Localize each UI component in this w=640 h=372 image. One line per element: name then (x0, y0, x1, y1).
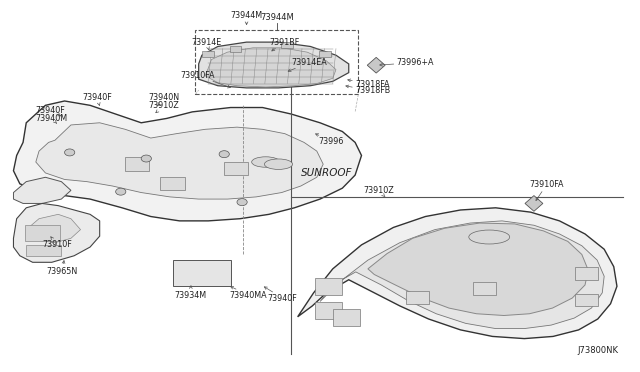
Bar (315, 302, 342, 319)
Bar (224, 162, 248, 175)
Text: 73996+A: 73996+A (380, 58, 434, 67)
Text: 7391BF: 7391BF (269, 38, 299, 51)
Bar (25, 225, 60, 241)
Text: 73940N: 73940N (149, 93, 180, 106)
Text: 73910FA: 73910FA (529, 180, 564, 201)
Text: 73996: 73996 (316, 134, 344, 145)
Text: 73918FA: 73918FA (348, 79, 390, 89)
Ellipse shape (252, 157, 280, 167)
Bar (195, 30, 358, 94)
Text: 73965N: 73965N (47, 260, 78, 276)
Bar (315, 278, 342, 295)
Polygon shape (320, 221, 604, 328)
Polygon shape (13, 101, 362, 221)
Text: 73918FB: 73918FB (346, 85, 390, 96)
Text: 73940F: 73940F (83, 93, 112, 106)
Circle shape (65, 149, 75, 156)
Bar (406, 291, 429, 304)
Text: 73944M: 73944M (260, 13, 294, 22)
Bar (473, 282, 496, 295)
Bar (281, 42, 292, 48)
Polygon shape (298, 208, 617, 339)
Polygon shape (13, 177, 71, 203)
Bar (575, 267, 598, 280)
Polygon shape (367, 57, 385, 73)
Text: 73914E: 73914E (191, 38, 221, 50)
Polygon shape (198, 42, 349, 88)
Polygon shape (173, 260, 230, 286)
Circle shape (116, 188, 126, 195)
Text: 73910Z: 73910Z (149, 101, 180, 113)
Ellipse shape (264, 159, 292, 169)
Bar (161, 177, 184, 190)
Bar (319, 51, 331, 57)
Polygon shape (525, 196, 543, 211)
Text: 73914EA: 73914EA (288, 58, 327, 71)
Circle shape (237, 199, 247, 206)
Bar (125, 157, 150, 171)
Polygon shape (13, 203, 100, 262)
Polygon shape (36, 123, 323, 199)
Bar (230, 46, 241, 52)
Text: 73910FA: 73910FA (180, 71, 230, 88)
Polygon shape (205, 48, 336, 87)
Polygon shape (368, 223, 588, 315)
Text: J73800NK: J73800NK (578, 346, 619, 355)
Circle shape (141, 155, 152, 162)
Polygon shape (26, 214, 81, 243)
Bar (26, 245, 61, 256)
Bar (333, 309, 360, 326)
Text: 73940M: 73940M (36, 114, 68, 123)
Text: 73940F: 73940F (36, 106, 65, 116)
Text: 73940F: 73940F (264, 287, 298, 302)
Text: 73910Z: 73910Z (364, 186, 394, 197)
Bar (202, 51, 214, 57)
Text: 73944M: 73944M (230, 11, 262, 25)
Text: SUNROOF: SUNROOF (301, 168, 353, 178)
Ellipse shape (468, 230, 509, 244)
Text: 73910F: 73910F (42, 237, 72, 249)
Text: 73940MA: 73940MA (229, 286, 267, 299)
Circle shape (219, 151, 229, 158)
Text: 73934M: 73934M (174, 286, 207, 299)
Bar (575, 294, 598, 306)
